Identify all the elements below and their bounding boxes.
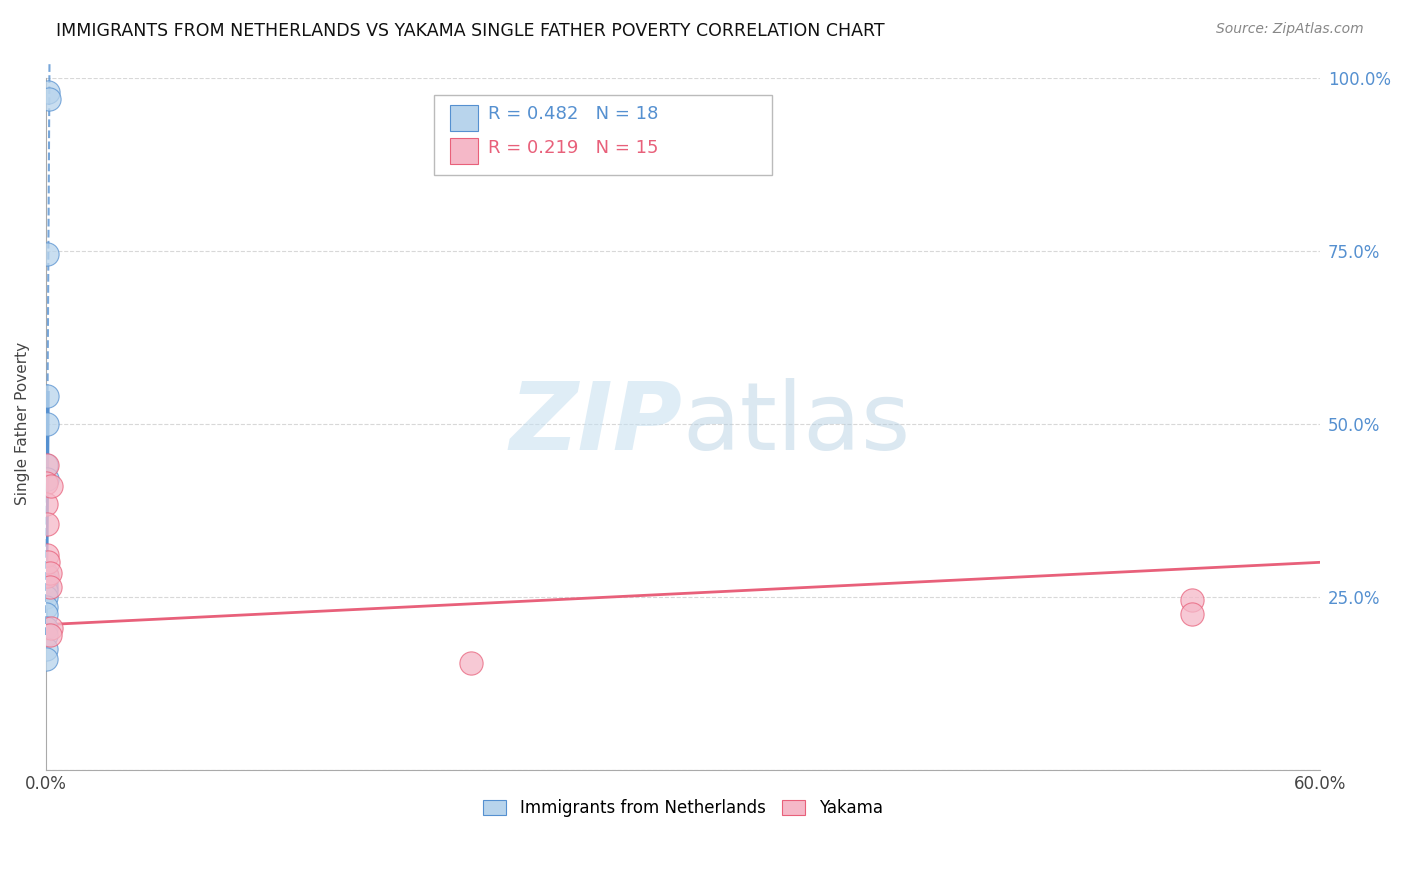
Point <box>460 656 482 670</box>
Text: IMMIGRANTS FROM NETHERLANDS VS YAKAMA SINGLE FATHER POVERTY CORRELATION CHART: IMMIGRANTS FROM NETHERLANDS VS YAKAMA SI… <box>56 22 884 40</box>
Point <box>35 600 58 615</box>
Text: atlas: atlas <box>683 378 911 470</box>
Point <box>1181 607 1204 622</box>
Point <box>38 580 60 594</box>
Point <box>35 517 58 532</box>
Point <box>35 417 58 431</box>
Point <box>37 555 59 569</box>
Point <box>35 472 58 486</box>
Point <box>35 389 58 403</box>
Point <box>39 628 62 642</box>
Point <box>35 621 58 635</box>
Point <box>39 621 62 635</box>
Point <box>38 91 60 105</box>
Point <box>35 549 58 563</box>
Point <box>35 607 58 622</box>
Text: ZIP: ZIP <box>510 378 683 470</box>
Point <box>35 628 58 642</box>
Point <box>1181 593 1204 607</box>
Text: Source: ZipAtlas.com: Source: ZipAtlas.com <box>1216 22 1364 37</box>
Point <box>35 458 58 473</box>
Point <box>35 496 58 510</box>
Text: R = 0.219   N = 15: R = 0.219 N = 15 <box>488 139 658 157</box>
FancyBboxPatch shape <box>450 104 478 131</box>
Point <box>35 590 58 604</box>
Point <box>35 652 58 666</box>
Y-axis label: Single Father Poverty: Single Father Poverty <box>15 343 30 506</box>
Text: R = 0.482   N = 18: R = 0.482 N = 18 <box>488 105 658 123</box>
Point <box>35 580 58 594</box>
Point <box>35 569 58 583</box>
Point <box>35 574 58 589</box>
Legend: Immigrants from Netherlands, Yakama: Immigrants from Netherlands, Yakama <box>477 793 890 824</box>
Point <box>39 566 62 580</box>
Point <box>37 85 59 99</box>
Point <box>35 247 58 261</box>
Point <box>35 641 58 656</box>
Point <box>35 475 58 490</box>
FancyBboxPatch shape <box>450 138 478 164</box>
Point <box>39 479 62 493</box>
Point <box>35 584 58 599</box>
FancyBboxPatch shape <box>434 95 772 175</box>
Point <box>35 566 58 580</box>
Point <box>35 458 58 473</box>
